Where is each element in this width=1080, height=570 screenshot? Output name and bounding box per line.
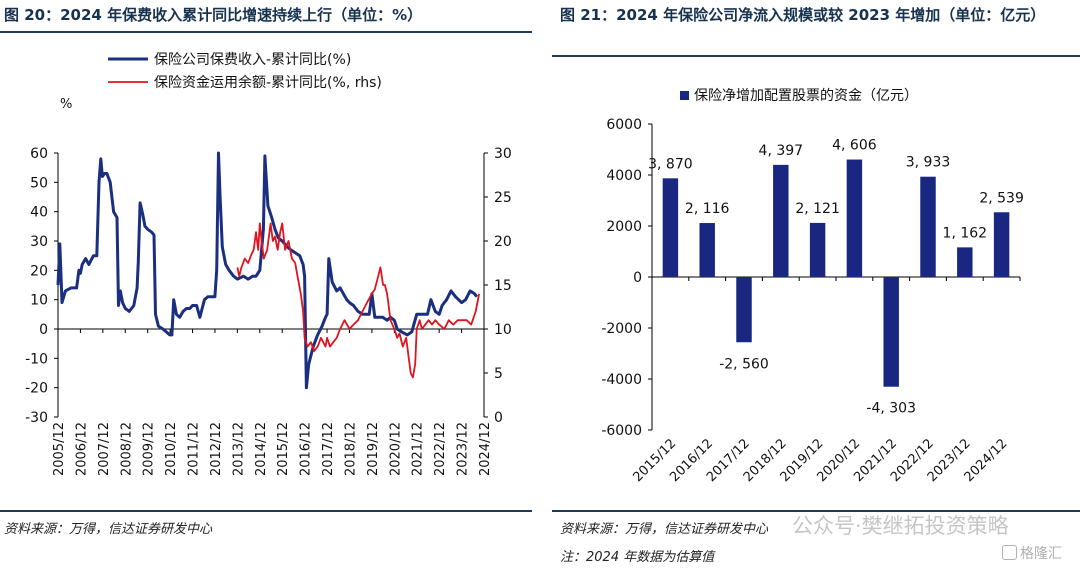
x-tick-label: 2019/12 — [366, 422, 381, 476]
y2-tick-label: 30 — [494, 146, 512, 162]
data-label: 2, 539 — [979, 190, 1024, 206]
x-tick-label: 2006/12 — [74, 422, 89, 476]
x-tick-label: 2011/12 — [187, 422, 202, 476]
x-tick-label: 2023/12 — [456, 422, 471, 476]
data-label: 2, 121 — [795, 201, 840, 217]
left-source-rule — [0, 510, 532, 512]
logo-text: 格隆汇 — [1020, 546, 1062, 562]
x-tick-label: 2009/12 — [142, 422, 157, 476]
y-tick-label: -6000 — [601, 423, 642, 439]
y-tick-label: 0 — [633, 270, 642, 286]
y-tick-label: -2000 — [601, 321, 642, 337]
x-tick-label: 2007/12 — [97, 422, 112, 476]
logo-watermark: 格隆汇 — [1002, 543, 1062, 563]
bar — [809, 222, 826, 277]
left-figure: 图 20：2024 年保费收入累计同比增速持续上行（单位：%） 60 50 40 30… — [0, 0, 532, 570]
left-source: 资料来源：万得，信达证券研发中心 — [4, 522, 213, 537]
y-tick-label: 30 — [30, 234, 48, 250]
legend-label: 保险公司保费收入-累计同比(%) — [154, 52, 351, 68]
x-tick-label: 2018/12 — [343, 422, 358, 476]
x-tick-label: 2014/12 — [254, 422, 269, 476]
left-title-rule — [0, 31, 532, 33]
y-tick-label: 2000 — [606, 219, 642, 235]
data-label: 4, 397 — [759, 143, 804, 159]
x-tick-label: 2008/12 — [119, 422, 134, 476]
bar — [883, 277, 899, 387]
data-label: -4, 303 — [866, 401, 916, 417]
data-label: 2, 116 — [685, 201, 730, 217]
y-tick-label: 10 — [30, 293, 48, 309]
left-axis-unit: % — [60, 97, 72, 112]
data-label: 4, 606 — [832, 138, 877, 154]
data-label: 3, 933 — [906, 155, 951, 171]
legend-label: 保险净增加配置股票的资金（亿元） — [694, 88, 918, 104]
x-tick-label: 2020/12 — [388, 422, 403, 476]
right-source: 资料来源：万得，信达证券研发中心 — [560, 522, 769, 537]
x-tick-label: 2021/12 — [411, 422, 426, 476]
premium-growth-line — [56, 151, 478, 390]
y-tick-label: -4000 — [601, 372, 642, 388]
right-title-rule — [552, 55, 1080, 57]
y-tick-label: 4000 — [606, 168, 642, 184]
logo-icon — [1002, 545, 1017, 560]
data-label: 1, 162 — [943, 225, 988, 241]
bar — [662, 178, 679, 277]
right-figure: 图 21：2024 年保险公司净流入规模或较 2023 年增加（单位：亿元） 6… — [552, 0, 1080, 570]
bar — [957, 247, 973, 277]
x-tick-label: 2017/12 — [321, 422, 336, 476]
y2-tick-label: 5 — [494, 366, 503, 382]
y-tick-label: -30 — [25, 410, 48, 426]
line-chart: 6050403020100-10-20-30302520151050%2005/… — [25, 52, 512, 476]
bar — [773, 164, 789, 277]
bar — [920, 176, 936, 277]
right-figure-title: 图 21：2024 年保险公司净流入规模或较 2023 年增加（单位：亿元） — [560, 6, 1046, 24]
data-label: 3, 870 — [648, 156, 693, 172]
x-tick-label: 2022/12 — [433, 422, 448, 476]
y-tick-label: 0 — [39, 322, 48, 338]
x-tick-label: 2013/12 — [231, 422, 246, 476]
y-tick-label: 40 — [30, 205, 48, 221]
y-tick-label: 60 — [30, 146, 48, 162]
bar — [699, 223, 715, 277]
x-tick-label: 2024/12 — [478, 422, 493, 476]
x-tick-label: 2016/12 — [299, 422, 314, 476]
y2-tick-label: 25 — [494, 190, 512, 206]
x-tick-label: 2012/12 — [209, 422, 224, 476]
x-tick-label: 2010/12 — [164, 422, 179, 476]
watermark: 公众号·樊继拓投资策略 — [792, 514, 1009, 538]
right-source-rule — [552, 510, 1080, 512]
y2-tick-label: 15 — [494, 278, 512, 294]
data-label: -2, 560 — [719, 356, 769, 372]
bar — [993, 212, 1010, 277]
right-note: 注：2024 年数据为估算值 — [560, 550, 715, 565]
y-tick-label: 20 — [30, 263, 48, 279]
legend-swatch — [680, 91, 689, 100]
legend-label: 保险资金运用余额-累计同比(%, rhs) — [154, 74, 382, 91]
y-tick-label: 50 — [30, 175, 48, 191]
y-tick-label: -10 — [25, 351, 48, 367]
x-tick-label: 2005/12 — [52, 422, 67, 476]
left-figure-title: 图 20：2024 年保费收入累计同比增速持续上行（单位：%） — [4, 6, 423, 24]
bar — [736, 277, 752, 343]
y-tick-label: 6000 — [606, 117, 642, 133]
y2-tick-label: 10 — [494, 322, 512, 338]
y-tick-label: -20 — [25, 381, 48, 397]
y2-tick-label: 0 — [494, 410, 503, 426]
y2-tick-label: 20 — [494, 234, 512, 250]
bar — [846, 159, 863, 277]
x-tick-label: 2015/12 — [276, 422, 291, 476]
investment-balance-line — [236, 222, 480, 379]
